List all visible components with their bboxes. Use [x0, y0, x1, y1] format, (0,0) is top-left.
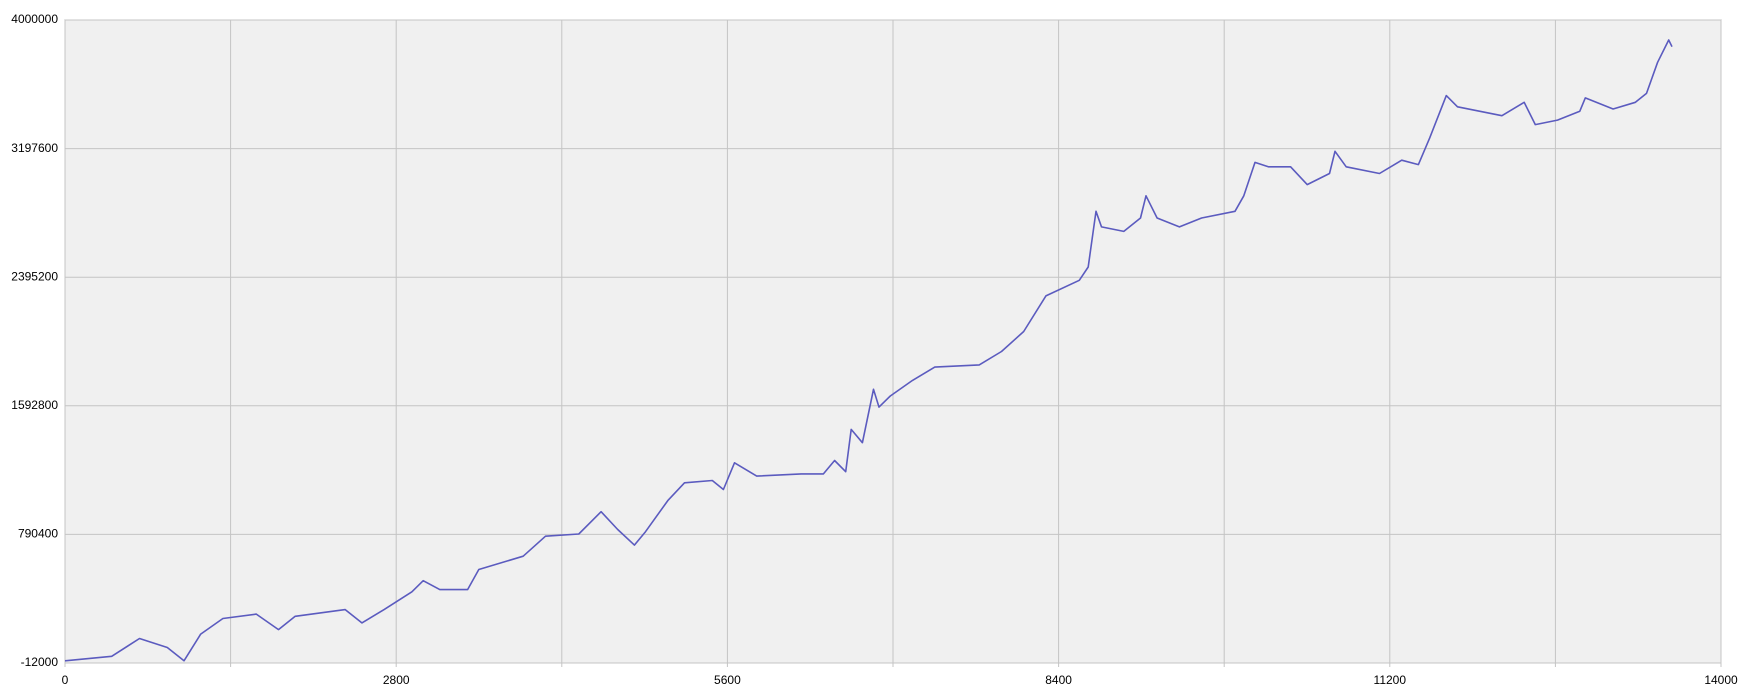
y-tick-label: 4000000 — [11, 12, 58, 26]
y-tick-label: -12000 — [21, 655, 59, 669]
data-line — [64, 39, 1673, 662]
x-tick-label: 2800 — [383, 673, 410, 687]
x-tick-label: 11200 — [1374, 673, 1407, 687]
x-tick-label: 8400 — [1045, 673, 1072, 687]
x-tick-label: 14000 — [1704, 673, 1738, 687]
y-tick-label: 3197600 — [11, 141, 58, 155]
y-tick-label: 2395200 — [11, 269, 58, 283]
x-tick-label: 5600 — [714, 673, 741, 687]
y-tick-label: 790400 — [18, 527, 58, 541]
y-tick-label: 1592800 — [11, 398, 58, 412]
x-tick-label: 0 — [62, 673, 69, 687]
